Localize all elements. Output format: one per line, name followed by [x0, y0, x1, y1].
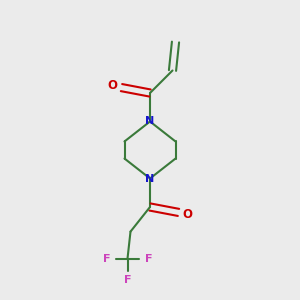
Text: O: O: [182, 208, 193, 221]
Text: F: F: [124, 274, 131, 285]
Text: F: F: [145, 254, 152, 264]
Text: F: F: [103, 254, 110, 264]
Text: N: N: [146, 173, 154, 184]
Text: N: N: [146, 116, 154, 127]
Text: O: O: [107, 79, 118, 92]
